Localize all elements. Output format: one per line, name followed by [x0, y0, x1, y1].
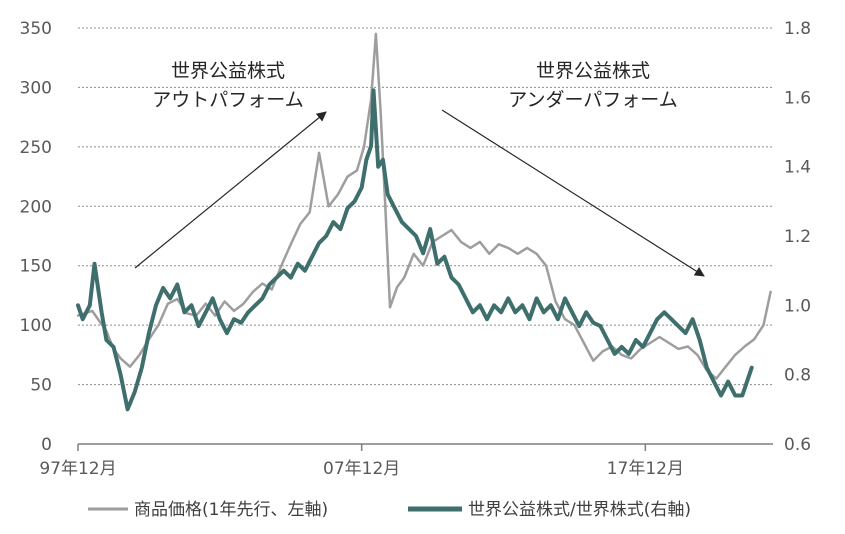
axes: 0 50 100 150 200 250 300 350 0.6 0.8 1.0 1.2 1.4 1.6 1…	[20, 19, 812, 479]
y-left-tick-label: 350	[20, 19, 52, 39]
commodity-price-line	[76, 32, 772, 380]
y-right-tick-label: 1.2	[784, 227, 811, 247]
arrow-down	[441, 109, 705, 277]
y-left-tick-label: 100	[20, 316, 52, 336]
y-right-tick-label: 1.0	[784, 296, 811, 316]
y-left-tick-label: 50	[30, 376, 52, 396]
series-lines	[76, 32, 772, 412]
x-tick-label: 07年12月	[323, 459, 400, 479]
y-right-tick-label: 1.4	[784, 158, 811, 178]
annotation-underperform-line2: アンダーパフォーム	[508, 89, 677, 111]
y-right-tick-label: 1.6	[784, 88, 811, 108]
x-tick-label: 97年12月	[39, 459, 116, 479]
y-left-tick-label: 300	[20, 78, 52, 98]
annotation-underperform-line1: 世界公益株式	[536, 60, 650, 82]
utility-relative-line	[76, 88, 754, 412]
arrow-up	[134, 111, 327, 269]
legend-label-utility: 世界公益株式/世界株式(右軸)	[468, 500, 691, 520]
legend-label-commodity: 商品価格(1年先行、左軸)	[134, 500, 328, 520]
y-right-tick-label: 0.8	[784, 366, 811, 386]
legend: 商品価格(1年先行、左軸) 世界公益株式/世界株式(右軸)	[88, 500, 691, 520]
y-right-tick-label: 1.8	[784, 19, 811, 39]
y-right-tick-label: 0.6	[784, 435, 811, 455]
y-left-tick-label: 0	[41, 435, 52, 455]
y-left-tick-label: 150	[20, 257, 52, 277]
annotation-outperform-line2: アウトパフォーム	[152, 89, 303, 111]
y-left-tick-label: 250	[20, 138, 52, 158]
annotation-outperform-line1: 世界公益株式	[171, 60, 285, 82]
y-left-tick-label: 200	[20, 197, 52, 217]
x-tick-label: 17年12月	[607, 459, 684, 479]
